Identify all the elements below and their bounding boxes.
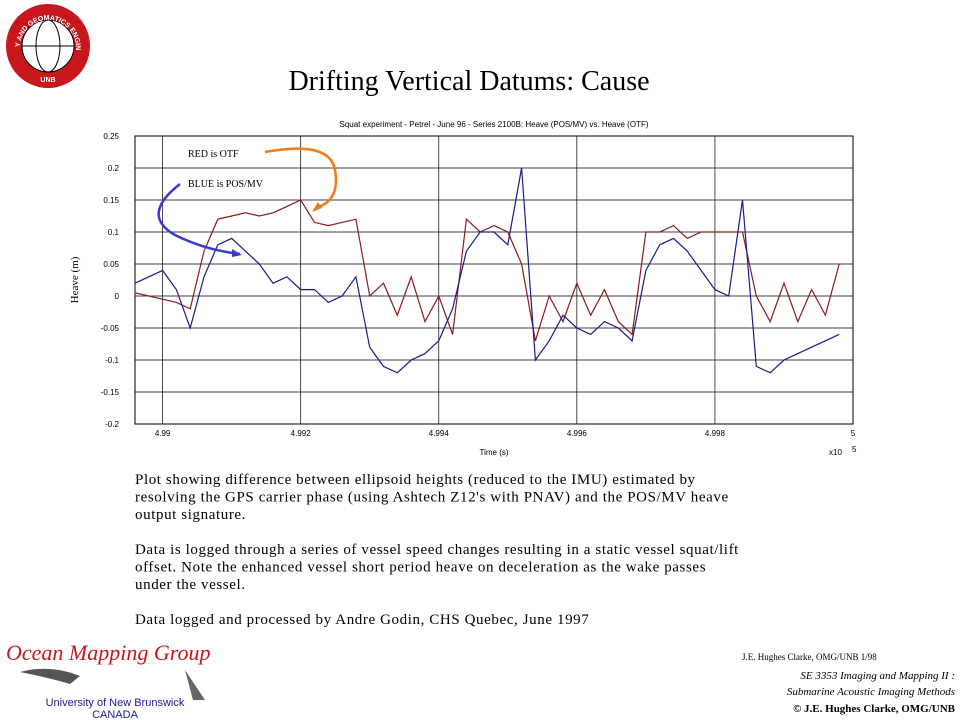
y-tick-label: 0.05 [103, 260, 119, 269]
x-tick-label: 4.998 [705, 429, 726, 438]
logo-fin [185, 670, 205, 700]
annotation: BLUE is POS/MV [188, 179, 264, 190]
x-tick-label: 4.994 [429, 429, 450, 438]
paragraph-line: under the vessel. [135, 577, 246, 593]
chart-title: Squat experiment - Petrel - June 96 - Se… [339, 120, 648, 129]
x-multiplier: x10 [829, 448, 842, 457]
plot-area [134, 135, 854, 425]
x-tick-label: 4.992 [291, 429, 312, 438]
footer-credit: J.E. Hughes Clarke, OMG/UNB 1/98 [742, 652, 877, 662]
chart: 0.25 0.2 0.15 0.1 0.05 0 -0.05 -0.1 -0.15 -0.2 4.9… [69, 120, 857, 457]
paragraph-line: output signature. [135, 507, 246, 523]
y-tick-label: 0.25 [103, 132, 119, 141]
y-axis-label: Heave (m) [69, 256, 81, 303]
x-tick-label: 4.99 [155, 429, 171, 438]
y-tick-label: -0.1 [105, 356, 119, 365]
x-tick-label: 5 [851, 429, 856, 438]
slide-title: Drifting Vertical Datums: Cause [288, 66, 649, 97]
footer-copyright: © J.E. Hughes Clarke, OMG/UNB [793, 703, 956, 715]
footer-course: SE 3353 Imaging and Mapping II : [800, 670, 955, 682]
y-tick-label: 0.15 [103, 196, 119, 205]
footer-course: Submarine Acoustic Imaging Methods [787, 686, 955, 698]
group-name: Ocean Mapping Group [6, 640, 211, 665]
y-tick-label: -0.15 [101, 388, 120, 397]
annotation-arrow [157, 183, 241, 256]
logo-whale [20, 668, 80, 684]
x-tick-label: 4.996 [567, 429, 588, 438]
annotation-arrow [264, 147, 338, 209]
paragraph-line: Data logged and processed by Andre Godin… [135, 612, 589, 628]
paragraph-line: Plot showing difference between ellipsoi… [135, 472, 696, 488]
series-line [134, 167, 840, 374]
y-tick-label: -0.05 [101, 324, 120, 333]
y-tick-label: -0.2 [105, 420, 119, 429]
x-axis-label: Time (s) [479, 448, 508, 457]
annotation-arrow [232, 249, 242, 257]
paragraph-line: Data is logged through a series of vesse… [135, 542, 739, 558]
series-line [134, 199, 840, 341]
university: University of New Brunswick [46, 697, 185, 709]
annotation-arrow [312, 202, 322, 212]
y-tick-label: 0 [115, 292, 120, 301]
paragraph-line: resolving the GPS carrier phase (using A… [135, 490, 729, 506]
logo-bottom: UNB [40, 77, 55, 84]
annotation: RED is OTF [188, 149, 239, 160]
x-exponent: 5 [852, 445, 857, 454]
body-text: Plot showing difference between ellipsoi… [135, 472, 739, 628]
y-tick-label: 0.1 [108, 228, 120, 237]
country: CANADA [92, 709, 139, 720]
logo: GEODESY AND GEOMATICS ENGINEERING UNB [0, 0, 90, 88]
y-tick-label: 0.2 [108, 164, 120, 173]
paragraph-line: offset. Note the enhanced vessel short p… [135, 560, 706, 576]
